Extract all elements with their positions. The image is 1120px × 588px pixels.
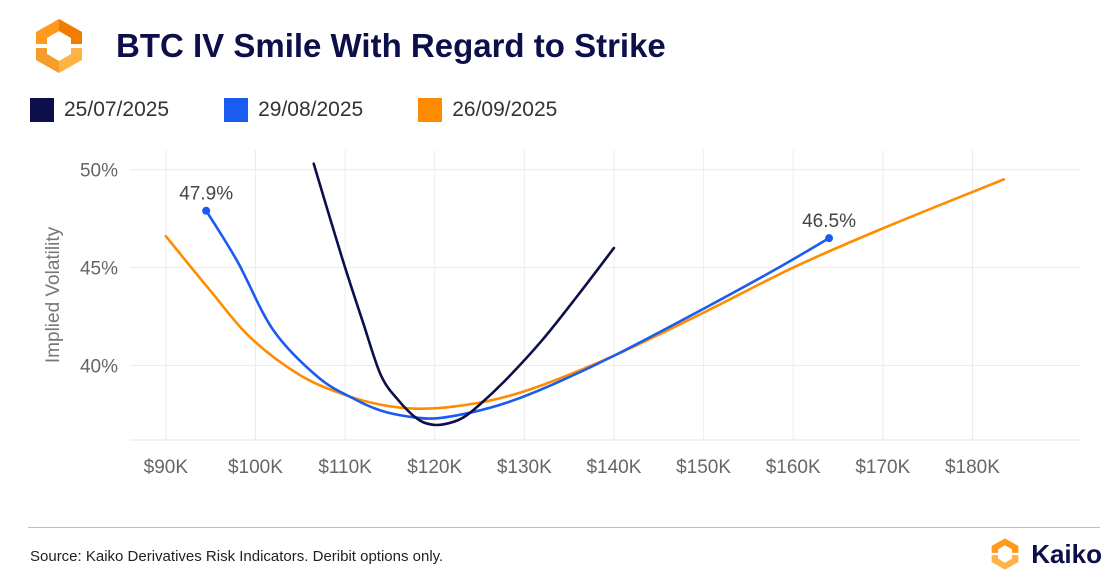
source-note: Source: Kaiko Derivatives Risk Indicator… xyxy=(30,548,444,565)
y-axis-label: Implied Volatility xyxy=(43,226,64,363)
y-tick-label: 50% xyxy=(80,161,118,182)
footer-divider xyxy=(28,527,1100,528)
legend-swatch-2 xyxy=(224,98,249,122)
kaiko-footer-logo-icon xyxy=(991,538,1019,570)
x-tick-label: $130K xyxy=(497,457,552,478)
brand-name: Kaiko xyxy=(1031,538,1102,569)
x-tick-label: $170K xyxy=(855,457,910,478)
legend-label-1: 25/07/2025 xyxy=(64,98,170,121)
annotation-marker xyxy=(825,234,834,243)
data-label: 46.5% xyxy=(802,211,856,232)
legend-swatch-3 xyxy=(418,98,443,122)
chart-title: BTC IV Smile With Regard to Strike xyxy=(116,27,666,64)
x-tick-label: $90K xyxy=(144,457,189,478)
legend-label-2: 29/08/2025 xyxy=(258,98,364,121)
series-line-3 xyxy=(164,178,1006,411)
chart-header: BTC IV Smile With Regard to Strike xyxy=(28,14,666,78)
chart-legend: 25/07/2025 29/08/2025 26/09/2025 xyxy=(30,98,612,122)
legend-swatch-1 xyxy=(30,98,54,122)
data-label: 47.9% xyxy=(179,184,233,205)
y-tick-label: 40% xyxy=(80,357,118,378)
x-tick-label: $120K xyxy=(407,457,462,478)
y-tick-label: 45% xyxy=(80,259,118,280)
x-tick-label: $160K xyxy=(766,457,821,478)
series-line-2 xyxy=(204,209,831,420)
legend-label-3: 26/09/2025 xyxy=(452,98,558,121)
x-tick-label: $110K xyxy=(318,457,372,478)
x-tick-label: $150K xyxy=(676,457,731,478)
legend-item-2: 29/08/2025 xyxy=(224,98,363,122)
x-tick-label: $100K xyxy=(228,457,283,478)
legend-item-1: 25/07/2025 xyxy=(30,98,169,122)
footer-brand: Kaiko xyxy=(987,536,1102,572)
x-tick-label: $140K xyxy=(586,457,641,478)
annotation-marker xyxy=(202,206,211,215)
legend-item-3: 26/09/2025 xyxy=(418,98,557,122)
kaiko-logo-icon xyxy=(36,19,82,73)
x-tick-label: $180K xyxy=(945,457,1000,478)
series-line-1 xyxy=(312,162,616,427)
